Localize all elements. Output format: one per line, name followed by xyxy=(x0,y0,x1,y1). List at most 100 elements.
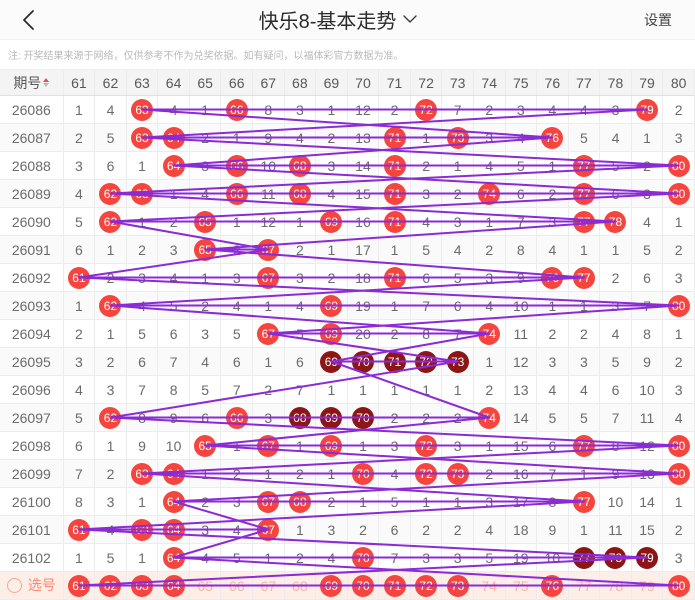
miss-count-cell[interactable]: 2 xyxy=(315,263,348,292)
miss-count-cell[interactable]: 2 xyxy=(378,403,411,432)
miss-count-cell[interactable]: 16 xyxy=(505,459,538,488)
miss-count-cell[interactable]: 1 xyxy=(94,431,127,460)
drawn-ball-cell[interactable]: 67 xyxy=(252,487,285,516)
issue-number[interactable]: 26087 xyxy=(0,123,64,152)
miss-count-cell[interactable]: 7 xyxy=(536,459,569,488)
drawn-ball-cell[interactable]: 77 xyxy=(568,207,601,236)
miss-count-cell[interactable]: 1 xyxy=(126,207,159,236)
miss-count-cell[interactable]: 2 xyxy=(284,459,317,488)
miss-count-cell[interactable]: 3 xyxy=(568,347,601,376)
miss-count-cell[interactable]: 1 xyxy=(126,543,159,572)
miss-count-cell[interactable]: 2 xyxy=(315,123,348,152)
number-pick-row[interactable]: 选号 61 62 63 64 65 66 67 68 69 70 71 72 73 74 75 76 77 78 79… xyxy=(0,571,695,600)
miss-count-cell[interactable]: 1 xyxy=(252,347,285,376)
miss-count-cell[interactable]: 2 xyxy=(94,347,127,376)
drawn-ball-cell[interactable]: 63 xyxy=(126,123,159,152)
miss-count-cell[interactable]: 11 xyxy=(631,403,664,432)
miss-count-cell[interactable]: 4 xyxy=(536,375,569,404)
back-button[interactable] xyxy=(0,0,56,40)
miss-count-cell[interactable]: 15 xyxy=(631,515,664,544)
pick-cell-66[interactable]: 66 xyxy=(220,571,253,600)
miss-count-cell[interactable]: 3 xyxy=(63,151,96,180)
issue-number[interactable]: 26090 xyxy=(0,207,64,236)
miss-count-cell[interactable]: 1 xyxy=(568,291,601,320)
miss-count-cell[interactable]: 3 xyxy=(473,263,506,292)
drawn-ball-cell[interactable]: 74 xyxy=(473,403,506,432)
miss-count-cell[interactable]: 14 xyxy=(631,487,664,516)
miss-count-cell[interactable]: 3 xyxy=(410,179,443,208)
table-row[interactable]: 26097 5 62 8 9 6 66 3 68 69 70 2 2 2 74 14 5 5 7 11 4 xyxy=(0,403,695,432)
miss-count-cell[interactable]: 3 xyxy=(252,403,285,432)
miss-count-cell[interactable]: 2 xyxy=(94,459,127,488)
drawn-ball-cell[interactable]: 72 xyxy=(410,459,443,488)
miss-count-cell[interactable]: 3 xyxy=(284,263,317,292)
miss-count-cell[interactable]: 6 xyxy=(599,375,632,404)
miss-count-cell[interactable]: 1 xyxy=(378,291,411,320)
drawn-ball-cell[interactable]: 66 xyxy=(220,151,253,180)
drawn-ball-cell[interactable]: 78 xyxy=(599,207,632,236)
issue-number[interactable]: 26102 xyxy=(0,543,64,572)
miss-count-cell[interactable]: 4 xyxy=(157,95,190,124)
miss-count-cell[interactable]: 4 xyxy=(441,235,474,264)
column-header-64[interactable]: 64 xyxy=(157,70,190,96)
miss-count-cell[interactable]: 1 xyxy=(347,431,380,460)
miss-count-cell[interactable]: 1 xyxy=(568,235,601,264)
drawn-ball-cell[interactable]: 69 xyxy=(315,319,348,348)
drawn-ball-cell[interactable]: 65 xyxy=(189,235,222,264)
miss-count-cell[interactable]: 18 xyxy=(347,263,380,292)
miss-count-cell[interactable]: 7 xyxy=(599,403,632,432)
table-row[interactable]: 26098 6 1 9 10 65 1 67 1 69 1 3 72 3 1 15 6 77 8 12 80 xyxy=(0,431,695,460)
drawn-ball-cell[interactable]: 73 xyxy=(441,123,474,152)
miss-count-cell[interactable]: 9 xyxy=(505,263,538,292)
miss-count-cell[interactable]: 1 xyxy=(568,459,601,488)
issue-number[interactable]: 26097 xyxy=(0,403,64,432)
issue-number[interactable]: 26099 xyxy=(0,459,64,488)
drawn-ball-cell[interactable]: 73 xyxy=(441,459,474,488)
miss-count-cell[interactable]: 2 xyxy=(441,515,474,544)
miss-count-cell[interactable]: 19 xyxy=(505,543,538,572)
drawn-ball-cell[interactable]: 65 xyxy=(189,431,222,460)
miss-count-cell[interactable]: 1 xyxy=(189,263,222,292)
miss-count-cell[interactable]: 3 xyxy=(631,179,664,208)
drawn-ball-cell[interactable]: 74 xyxy=(473,319,506,348)
miss-count-cell[interactable]: 2 xyxy=(220,459,253,488)
pick-cell-64[interactable]: 64 xyxy=(157,571,190,600)
miss-count-cell[interactable]: 3 xyxy=(189,151,222,180)
table-row[interactable]: 26091 6 1 2 3 65 2 67 2 1 17 1 5 4 2 8 4 1 1 5 2 xyxy=(0,235,695,264)
miss-count-cell[interactable]: 2 xyxy=(568,319,601,348)
miss-count-cell[interactable]: 3 xyxy=(536,347,569,376)
miss-count-cell[interactable]: 6 xyxy=(157,319,190,348)
drawn-ball-cell[interactable]: 72 xyxy=(410,95,443,124)
miss-count-cell[interactable]: 8 xyxy=(505,235,538,264)
issue-number[interactable]: 26092 xyxy=(0,263,64,292)
drawn-ball-cell[interactable]: 80 xyxy=(662,179,695,208)
miss-count-cell[interactable]: 3 xyxy=(599,95,632,124)
drawn-ball-cell[interactable]: 70 xyxy=(347,459,380,488)
drawn-ball-cell[interactable]: 71 xyxy=(378,207,411,236)
miss-count-cell[interactable]: 10 xyxy=(157,431,190,460)
miss-count-cell[interactable]: 3 xyxy=(220,487,253,516)
miss-count-cell[interactable]: 2 xyxy=(662,95,695,124)
drawn-ball-cell[interactable]: 63 xyxy=(126,515,159,544)
pick-cell-68[interactable]: 68 xyxy=(284,571,317,600)
pick-cell-65[interactable]: 65 xyxy=(189,571,222,600)
miss-count-cell[interactable]: 4 xyxy=(63,179,96,208)
miss-count-cell[interactable]: 4 xyxy=(599,123,632,152)
miss-count-cell[interactable]: 1 xyxy=(63,543,96,572)
miss-count-cell[interactable]: 5 xyxy=(189,375,222,404)
issue-number[interactable]: 26096 xyxy=(0,375,64,404)
miss-count-cell[interactable]: 2 xyxy=(157,207,190,236)
miss-count-cell[interactable]: 1 xyxy=(410,123,443,152)
miss-count-cell[interactable]: 1 xyxy=(441,487,474,516)
miss-count-cell[interactable]: 5 xyxy=(536,403,569,432)
pick-cell-74[interactable]: 74 xyxy=(473,571,506,600)
miss-count-cell[interactable]: 4 xyxy=(189,347,222,376)
column-header-61[interactable]: 61 xyxy=(63,70,96,96)
miss-count-cell[interactable]: 1 xyxy=(126,487,159,516)
miss-count-cell[interactable]: 11 xyxy=(599,515,632,544)
miss-count-cell[interactable]: 1 xyxy=(378,375,411,404)
drawn-ball-cell[interactable]: 77 xyxy=(568,431,601,460)
miss-count-cell[interactable]: 2 xyxy=(378,95,411,124)
drawn-ball-cell[interactable]: 64 xyxy=(157,543,190,572)
miss-count-cell[interactable]: 1 xyxy=(568,515,601,544)
